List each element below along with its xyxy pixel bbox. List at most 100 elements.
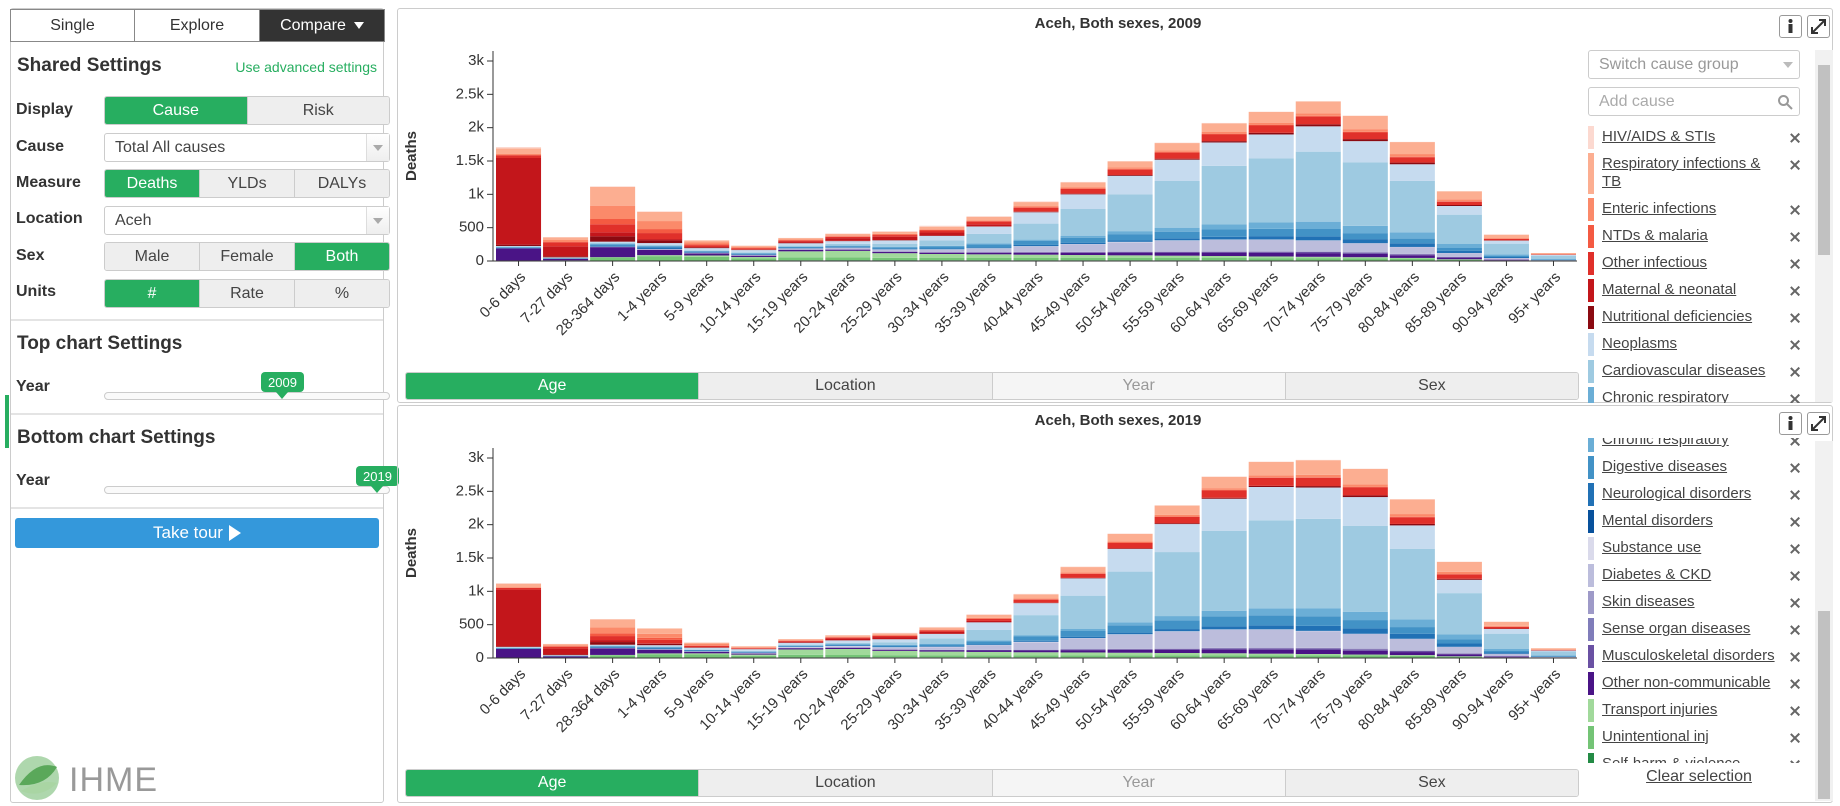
tab[interactable]: Single bbox=[10, 9, 135, 42]
bar-segment bbox=[1154, 516, 1200, 524]
link[interactable]: Use advanced settings bbox=[235, 59, 377, 75]
legend-item[interactable]: Cardiovascular diseases bbox=[1588, 360, 1810, 383]
scroll-thumb[interactable] bbox=[1818, 611, 1830, 799]
remove-button[interactable] bbox=[1790, 133, 1800, 143]
remove-button[interactable] bbox=[1790, 517, 1800, 527]
legend-item[interactable]: Sense organ diseases bbox=[1588, 618, 1810, 641]
remove-button[interactable] bbox=[1790, 760, 1800, 763]
remove-button[interactable] bbox=[1790, 679, 1800, 689]
option[interactable]: DALYs bbox=[295, 170, 389, 197]
legend-item[interactable]: Other infectious bbox=[1588, 252, 1810, 275]
info-button[interactable] bbox=[1779, 15, 1802, 38]
option[interactable]: Male bbox=[105, 243, 200, 270]
remove-button[interactable] bbox=[1790, 490, 1800, 500]
legend-item[interactable]: Respiratory infections & TB bbox=[1588, 153, 1810, 194]
legend-item[interactable]: Enteric infections bbox=[1588, 198, 1810, 221]
bar-segment bbox=[1436, 654, 1482, 657]
legend-item[interactable]: Musculoskeletal disorders bbox=[1588, 645, 1810, 668]
remove-button[interactable] bbox=[1790, 394, 1800, 403]
slider-handle[interactable]: 2009 bbox=[261, 372, 304, 399]
option[interactable]: Risk bbox=[247, 97, 389, 124]
legend-item[interactable]: Nutritional deficiencies bbox=[1588, 306, 1810, 329]
slider[interactable] bbox=[104, 486, 390, 494]
scroll-thumb[interactable] bbox=[1818, 65, 1830, 255]
remove-button[interactable] bbox=[1790, 625, 1800, 635]
bar-segment bbox=[1107, 634, 1153, 649]
scrollbar[interactable] bbox=[1815, 441, 1833, 801]
legend-item[interactable]: Neoplasms bbox=[1588, 333, 1810, 356]
tab-active[interactable]: Compare bbox=[259, 9, 385, 42]
dimension-tab[interactable]: Location bbox=[699, 770, 993, 796]
option[interactable]: Deaths bbox=[105, 170, 200, 197]
option[interactable]: Rate bbox=[200, 280, 295, 307]
legend-item[interactable]: Mental disorders bbox=[1588, 510, 1810, 533]
bar-segment bbox=[590, 619, 636, 628]
bar-segment bbox=[1201, 239, 1247, 252]
bar-segment bbox=[1060, 252, 1106, 253]
slider-handle[interactable]: 2019 bbox=[356, 466, 399, 493]
dimension-tab[interactable]: Location bbox=[699, 373, 993, 399]
dimension-tab[interactable]: Sex bbox=[1285, 770, 1578, 796]
dimension-tab[interactable]: Sex bbox=[1285, 373, 1578, 399]
remove-button[interactable] bbox=[1790, 160, 1800, 170]
legend-item[interactable]: Diabetes & CKD bbox=[1588, 564, 1810, 587]
remove-button[interactable] bbox=[1790, 463, 1800, 473]
dropdown[interactable]: Aceh bbox=[104, 206, 390, 235]
option[interactable]: Both bbox=[295, 243, 389, 270]
remove-button[interactable] bbox=[1790, 205, 1800, 215]
tab[interactable]: Explore bbox=[134, 9, 260, 42]
legend-item[interactable]: Self-harm & violence bbox=[1588, 753, 1810, 763]
bar-segment bbox=[1107, 175, 1153, 195]
legend-item[interactable]: Other non-communicable bbox=[1588, 672, 1810, 695]
option[interactable]: Cause bbox=[105, 97, 248, 124]
expand-button[interactable] bbox=[1807, 15, 1830, 38]
remove-button[interactable] bbox=[1790, 232, 1800, 242]
legend-item[interactable]: Substance use bbox=[1588, 537, 1810, 560]
remove-button[interactable] bbox=[1790, 313, 1800, 323]
scrollbar[interactable] bbox=[1815, 50, 1833, 402]
expand-button[interactable] bbox=[1807, 412, 1830, 435]
legend-item[interactable]: NTDs & malaria bbox=[1588, 225, 1810, 248]
legend-item[interactable]: Digestive diseases bbox=[1588, 456, 1810, 479]
legend-item[interactable]: Chronic respiratory bbox=[1588, 438, 1810, 452]
legend-item[interactable]: Skin diseases bbox=[1588, 591, 1810, 614]
remove-button[interactable] bbox=[1790, 598, 1800, 608]
dimension-tabs: Age Location Year Sex bbox=[405, 769, 1579, 797]
remove-button[interactable] bbox=[1790, 259, 1800, 269]
legend-item[interactable]: Maternal & neonatal bbox=[1588, 279, 1810, 302]
dimension-tab[interactable]: Age bbox=[406, 373, 700, 399]
remove-button[interactable] bbox=[1790, 367, 1800, 377]
slider[interactable] bbox=[104, 392, 390, 400]
remove-button[interactable] bbox=[1790, 438, 1800, 446]
info-button[interactable] bbox=[1779, 412, 1802, 435]
option[interactable]: # bbox=[105, 280, 200, 307]
remove-button[interactable] bbox=[1790, 652, 1800, 662]
add-cause-input[interactable]: Add cause bbox=[1588, 87, 1800, 116]
clear-selection[interactable]: Clear selection bbox=[1646, 768, 1752, 785]
bar-segment bbox=[1295, 240, 1341, 252]
legend-item[interactable]: Chronic respiratory bbox=[1588, 387, 1810, 403]
option[interactable]: % bbox=[295, 280, 389, 307]
bar-segment bbox=[825, 247, 871, 250]
remove-button[interactable] bbox=[1790, 571, 1800, 581]
dimension-tab[interactable]: Year bbox=[992, 373, 1286, 399]
dimension-tab[interactable]: Age bbox=[406, 770, 700, 796]
tour-button[interactable]: Take tour bbox=[15, 518, 379, 548]
remove-button[interactable] bbox=[1790, 340, 1800, 350]
option[interactable]: YLDs bbox=[200, 170, 295, 197]
remove-button[interactable] bbox=[1790, 706, 1800, 716]
legend-item[interactable]: HIV/AIDS & STIs bbox=[1588, 126, 1810, 149]
dimension-tab[interactable]: Year bbox=[992, 770, 1286, 796]
legend-item[interactable]: Transport injuries bbox=[1588, 699, 1810, 722]
remove-button[interactable] bbox=[1790, 286, 1800, 296]
dropdown[interactable]: Total All causes bbox=[104, 133, 390, 162]
cause-group-select[interactable]: Switch cause group bbox=[1588, 50, 1800, 79]
bar-segment bbox=[496, 648, 542, 658]
legend-item[interactable]: Unintentional inj bbox=[1588, 726, 1810, 749]
bar-segment bbox=[1201, 132, 1247, 134]
remove-button[interactable] bbox=[1790, 544, 1800, 554]
legend-item[interactable]: Neurological disorders bbox=[1588, 483, 1810, 506]
remove-button[interactable] bbox=[1790, 733, 1800, 743]
bar-segment bbox=[1154, 629, 1200, 632]
option[interactable]: Female bbox=[200, 243, 295, 270]
